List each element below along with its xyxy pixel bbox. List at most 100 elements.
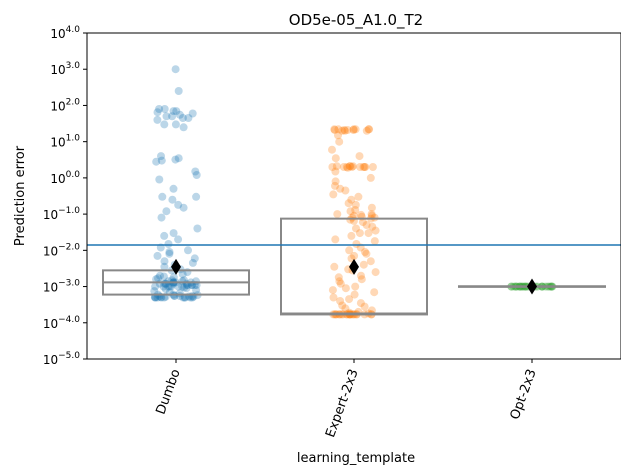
data-point <box>157 213 166 222</box>
x-axis-label: learning_template <box>297 451 415 466</box>
data-point <box>352 224 360 233</box>
data-point <box>153 108 162 117</box>
data-point <box>158 192 167 201</box>
data-point <box>358 218 367 227</box>
data-point <box>160 105 169 113</box>
data-point <box>336 279 345 288</box>
data-point <box>340 126 349 134</box>
y-tick-label: 10−3.0 <box>43 279 80 295</box>
data-point <box>156 271 164 280</box>
data-point <box>164 282 173 291</box>
data-point <box>359 260 368 269</box>
data-point <box>162 112 171 121</box>
data-point <box>351 206 360 214</box>
data-point <box>345 162 354 171</box>
data-point <box>366 173 375 182</box>
data-point <box>152 157 161 166</box>
data-point <box>341 284 350 293</box>
data-point <box>334 273 343 282</box>
data-point <box>157 152 165 161</box>
data-point <box>336 184 345 193</box>
data-point <box>336 297 345 305</box>
data-point <box>349 125 358 134</box>
data-point <box>161 285 170 294</box>
data-point <box>160 262 169 271</box>
data-point <box>352 240 361 248</box>
data-point <box>190 254 199 263</box>
data-point <box>160 231 169 240</box>
data-point <box>178 282 187 291</box>
data-point <box>178 270 187 279</box>
data-point <box>165 248 174 256</box>
data-point <box>155 105 164 113</box>
chart-title: OD5e-05_A1.0_T2 <box>289 11 423 30</box>
data-point <box>350 251 359 260</box>
data-point <box>192 192 201 201</box>
data-point <box>366 257 375 266</box>
data-point <box>329 190 338 199</box>
data-point <box>335 137 344 146</box>
data-point <box>329 293 338 302</box>
data-point <box>350 290 359 299</box>
y-tick-label: 10−5.0 <box>43 351 80 367</box>
data-point <box>371 226 380 235</box>
data-point <box>344 199 353 208</box>
data-point <box>170 292 179 300</box>
y-tick-label: 10−2.0 <box>43 242 80 258</box>
data-point <box>359 163 368 171</box>
data-point <box>338 126 347 135</box>
y-tick-label: 104.0 <box>50 25 80 41</box>
data-point <box>331 235 340 244</box>
data-point <box>175 110 184 119</box>
data-point <box>174 154 183 163</box>
data-point <box>331 177 340 186</box>
data-point <box>371 268 380 277</box>
data-point <box>361 163 370 171</box>
data-point <box>160 257 169 266</box>
data-point <box>347 195 356 204</box>
data-point <box>347 231 356 240</box>
data-point <box>349 126 358 134</box>
data-point <box>360 163 369 171</box>
x-tick-label: Dumbo <box>154 367 184 416</box>
data-point <box>169 229 178 238</box>
data-point <box>357 271 365 280</box>
data-point <box>174 282 183 291</box>
data-point <box>169 273 178 282</box>
data-point <box>343 126 352 134</box>
data-point <box>169 107 178 116</box>
data-point <box>356 299 365 308</box>
data-point <box>328 163 337 171</box>
data-point <box>184 114 193 122</box>
strip-points <box>150 65 557 319</box>
data-point <box>347 163 356 171</box>
data-point <box>367 306 376 315</box>
data-point <box>171 155 180 164</box>
data-point <box>357 275 366 284</box>
data-point <box>368 163 377 171</box>
data-point <box>174 87 183 95</box>
y-axis-label: Prediction error <box>13 145 28 246</box>
data-point <box>345 295 354 304</box>
data-point <box>365 125 374 134</box>
mean-markers <box>171 258 537 295</box>
data-point <box>171 120 180 129</box>
mean-marker <box>171 258 181 275</box>
data-point <box>188 258 197 267</box>
data-point <box>360 302 369 311</box>
data-point <box>152 275 161 284</box>
data-point <box>179 203 188 212</box>
x-tick-label: Opt-2x3 <box>508 367 540 421</box>
y-tick-label: 10−1.0 <box>43 206 80 222</box>
data-point <box>182 284 191 293</box>
data-point <box>172 107 181 116</box>
data-point <box>180 283 189 292</box>
data-point <box>160 120 169 129</box>
data-point <box>151 282 160 291</box>
data-point <box>341 186 350 195</box>
data-point <box>165 249 174 258</box>
data-point <box>342 163 351 171</box>
data-point <box>159 272 168 281</box>
data-point <box>157 156 166 165</box>
data-point <box>171 65 180 74</box>
